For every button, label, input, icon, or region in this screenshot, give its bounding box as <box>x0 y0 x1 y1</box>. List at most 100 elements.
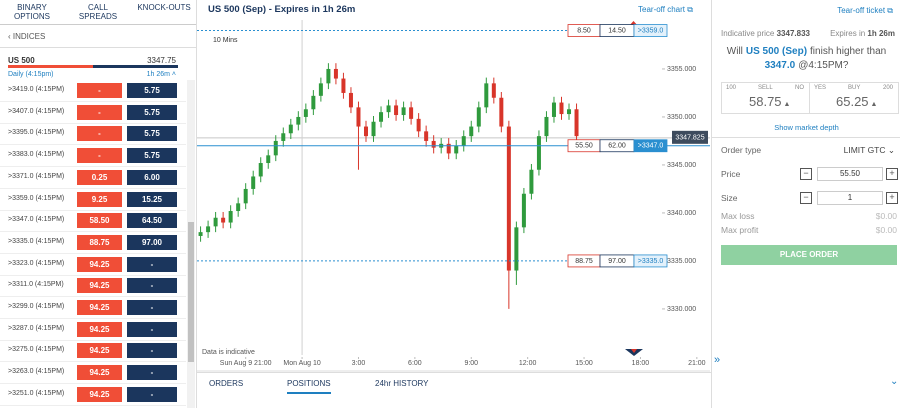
label: Expires in <box>830 29 866 38</box>
tab[interactable]: CALL SPREADS <box>78 3 118 21</box>
data-note: Data is indicative <box>202 349 255 356</box>
link-text[interactable]: Tear-off ticket <box>837 6 886 15</box>
breadcrumb[interactable]: INDICES <box>12 32 46 41</box>
strike-label: >3263.0 (4:15PM) <box>8 368 65 376</box>
candle-body <box>273 140 278 156</box>
y-tick-label: 3340.000 <box>667 210 696 217</box>
strike-label: >3395.0 (4:15PM) <box>8 129 65 137</box>
bottom-tab[interactable]: ORDERS <box>209 379 244 388</box>
buy-button[interactable]: 5.75 <box>127 83 177 98</box>
buy-button[interactable]: 5.75 <box>127 104 177 120</box>
buy-price[interactable]: 65.25 ▲ <box>836 94 878 109</box>
buy-button[interactable]: 15.25 <box>127 191 177 207</box>
y-tick-label: 3345.000 <box>667 162 696 169</box>
buy-button[interactable]: - <box>127 256 177 272</box>
tear-off-ticket[interactable]: Tear-off ticket ⧉ <box>837 6 893 15</box>
sell-button[interactable]: 94.25 <box>77 386 122 402</box>
sell-button[interactable]: 94.25 <box>77 365 122 381</box>
bottom-tab[interactable]: POSITIONS <box>287 379 331 394</box>
sell-button[interactable]: 58.50 <box>77 213 122 229</box>
divider <box>712 137 900 138</box>
x-tick-label: Sun Aug 9 21:00 <box>220 360 272 367</box>
sell-button[interactable]: 94.25 <box>77 278 122 294</box>
buy-button[interactable]: 6.00 <box>127 169 177 185</box>
collapse-icon[interactable]: ⌄ <box>890 376 899 387</box>
sell-button[interactable]: - <box>77 148 122 164</box>
sell-button[interactable]: 94.25 <box>77 343 122 359</box>
sell-button[interactable]: - <box>77 83 122 98</box>
plus-button[interactable]: + <box>886 192 898 204</box>
candle-body <box>243 188 248 204</box>
buy-button[interactable]: - <box>127 321 177 337</box>
link-text[interactable]: Tear-off chart <box>638 5 685 14</box>
minus-button[interactable]: − <box>800 168 812 180</box>
buy-button[interactable]: 5.75 <box>127 148 177 164</box>
max-profit-label: Max profit <box>721 225 759 235</box>
strike-row: >3263.0 (4:15PM) 94.25- <box>0 362 186 385</box>
plus-button[interactable]: + <box>886 168 898 180</box>
market-depth-link[interactable]: Show market depth <box>774 123 839 132</box>
candle-body <box>431 140 436 148</box>
no-label: NO <box>795 85 804 91</box>
size-input[interactable]: 1 <box>817 191 883 205</box>
candle-body <box>258 163 263 177</box>
value[interactable]: LIMIT GTC <box>843 145 886 155</box>
y-tick-label: 3335.000 <box>667 258 696 265</box>
strike-label: >3419.0 (4:15PM) <box>8 86 65 93</box>
max: 200 <box>883 85 894 91</box>
candle-body <box>326 68 331 84</box>
order-type[interactable]: LIMIT GTC ⌄ <box>843 145 895 155</box>
max-profit: $0.00 <box>875 225 897 235</box>
sell-button[interactable]: - <box>77 126 122 142</box>
x-tick-label: 9:00 <box>464 360 478 367</box>
scroll-thumb[interactable] <box>188 222 194 362</box>
market-price: 3347.75 <box>147 56 176 65</box>
sell-button[interactable]: 88.75 <box>77 234 122 250</box>
value[interactable]: 65.25 <box>836 94 869 109</box>
buy-button[interactable]: - <box>127 343 177 359</box>
buy-button[interactable]: - <box>127 386 177 402</box>
candle-body <box>221 217 226 223</box>
sell-button[interactable]: 94.25 <box>77 321 122 337</box>
candle-body <box>333 68 338 79</box>
price-input[interactable]: 55.50 <box>817 167 883 181</box>
tab[interactable]: BINARY OPTIONS <box>13 3 50 21</box>
tab[interactable]: KNOCK-OUTS <box>137 3 191 12</box>
sell-button[interactable]: 0.25 <box>77 169 122 185</box>
buy-button[interactable]: - <box>127 300 177 315</box>
sell-button[interactable]: - <box>77 104 122 120</box>
expand-icon[interactable]: » <box>714 354 721 366</box>
bottom-tab[interactable]: 24hr HISTORY <box>375 379 429 388</box>
value[interactable]: 58.75 <box>749 94 782 109</box>
sell-button[interactable]: 94.25 <box>77 300 122 315</box>
strike-label: >3275.0 (4:15PM) <box>8 346 65 354</box>
candle-body <box>198 232 203 236</box>
buy-button[interactable]: 5.75 <box>127 126 177 142</box>
buy-button[interactable]: - <box>127 278 177 294</box>
candle-body <box>266 155 271 164</box>
candle-body <box>514 227 519 271</box>
divider <box>0 47 196 48</box>
value: 1h 26m <box>867 29 895 38</box>
sell-button[interactable]: 94.25 <box>77 256 122 272</box>
back-link[interactable]: ‹ INDICES <box>8 32 46 41</box>
minus-button[interactable]: − <box>800 192 812 204</box>
question: Will US 500 (Sep) finish higher than 3347.0… <box>712 45 900 73</box>
strike-row: >3359.0 (4:15PM) 9.25 15.25 <box>0 189 186 211</box>
candle-body <box>394 105 399 116</box>
buy-button[interactable]: 64.50 <box>127 213 177 229</box>
sell-button[interactable]: 9.25 <box>77 191 122 207</box>
tear-off-chart[interactable]: Tear-off chart ⧉ <box>638 5 693 14</box>
x-tick-label: 18:00 <box>632 360 650 367</box>
strike-tag-text: >3335.0 <box>638 258 664 265</box>
value: 3347.833 <box>776 29 810 38</box>
sell-price[interactable]: 58.75 ▲ <box>749 94 791 109</box>
min: 100 <box>726 85 737 91</box>
strike-row: >3275.0 (4:15PM) 94.25- <box>0 340 186 363</box>
strike-row: >3311.0 (4:15PM) 94.25- <box>0 275 186 298</box>
place-order-button[interactable]: PLACE ORDER <box>721 245 897 265</box>
strike-tag-text: >3347.0 <box>638 143 664 150</box>
bottom-tabs: ORDERS POSITIONS 24hr HISTORY <box>197 372 711 409</box>
buy-button[interactable]: 97.00 <box>127 234 177 250</box>
buy-button[interactable]: - <box>127 365 177 381</box>
